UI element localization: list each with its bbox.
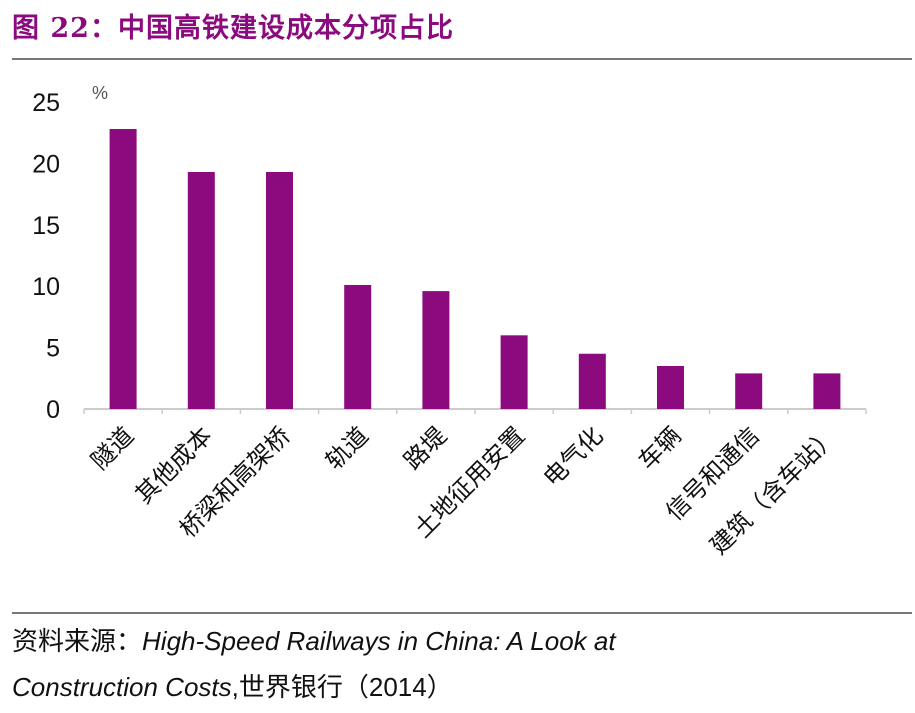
source-title-line2: Construction Costs (12, 672, 232, 702)
x-tick-label: 电气化 (538, 421, 609, 492)
y-axis-unit: % (92, 83, 108, 103)
bar-0 (109, 129, 137, 410)
bar-5 (500, 335, 528, 409)
bar-9 (813, 373, 841, 409)
source-note: 资料来源：High-Speed Railways in China: A Loo… (12, 618, 616, 710)
bar-3 (344, 284, 372, 409)
bar-4 (422, 291, 450, 409)
bar-2 (266, 171, 293, 409)
y-tick-label: 10 (32, 273, 60, 301)
x-tick-label: 轨道 (320, 421, 374, 475)
x-tick-label: 隧道 (86, 421, 140, 475)
bar-1 (187, 171, 215, 409)
figure-title: 图 22：中国高铁建设成本分项占比 (12, 13, 454, 44)
y-tick-label: 5 (46, 335, 60, 363)
bar-7 (657, 366, 684, 409)
top-divider (12, 58, 912, 60)
x-tick-label: 车辆 (633, 421, 687, 475)
source-title-line1: High-Speed Railways in China: A Look at (142, 626, 616, 656)
y-tick-label: 0 (46, 396, 60, 424)
bar-6 (578, 353, 606, 409)
source-suffix: ,世界银行（2014） (231, 672, 453, 702)
source-prefix: 资料来源： (12, 626, 143, 656)
bar-8 (735, 373, 763, 409)
y-tick-label: 20 (32, 150, 60, 178)
bottom-divider (12, 612, 912, 614)
x-tick-label: 路堤 (398, 421, 452, 475)
y-tick-label: 15 (32, 212, 60, 240)
y-tick-label: 25 (32, 89, 60, 117)
